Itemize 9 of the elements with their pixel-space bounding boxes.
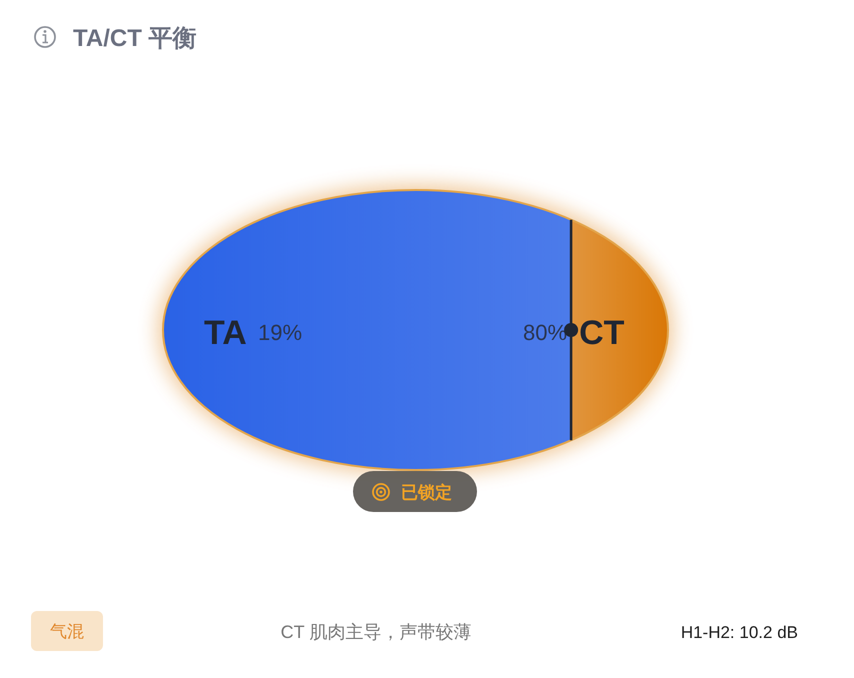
text: 已锁定 (401, 483, 452, 502)
data-label: 80% (523, 320, 568, 345)
text: CT 肌肉主导，声带较薄 (280, 622, 472, 642)
category-label: CT (579, 314, 625, 352)
category-label: TA (204, 314, 247, 352)
text: TA/CT 平衡 (73, 25, 197, 52)
data-label: 19% (258, 320, 302, 345)
text: 气混 (50, 622, 84, 641)
text: H1-H2: 10.2 dB (680, 623, 798, 642)
